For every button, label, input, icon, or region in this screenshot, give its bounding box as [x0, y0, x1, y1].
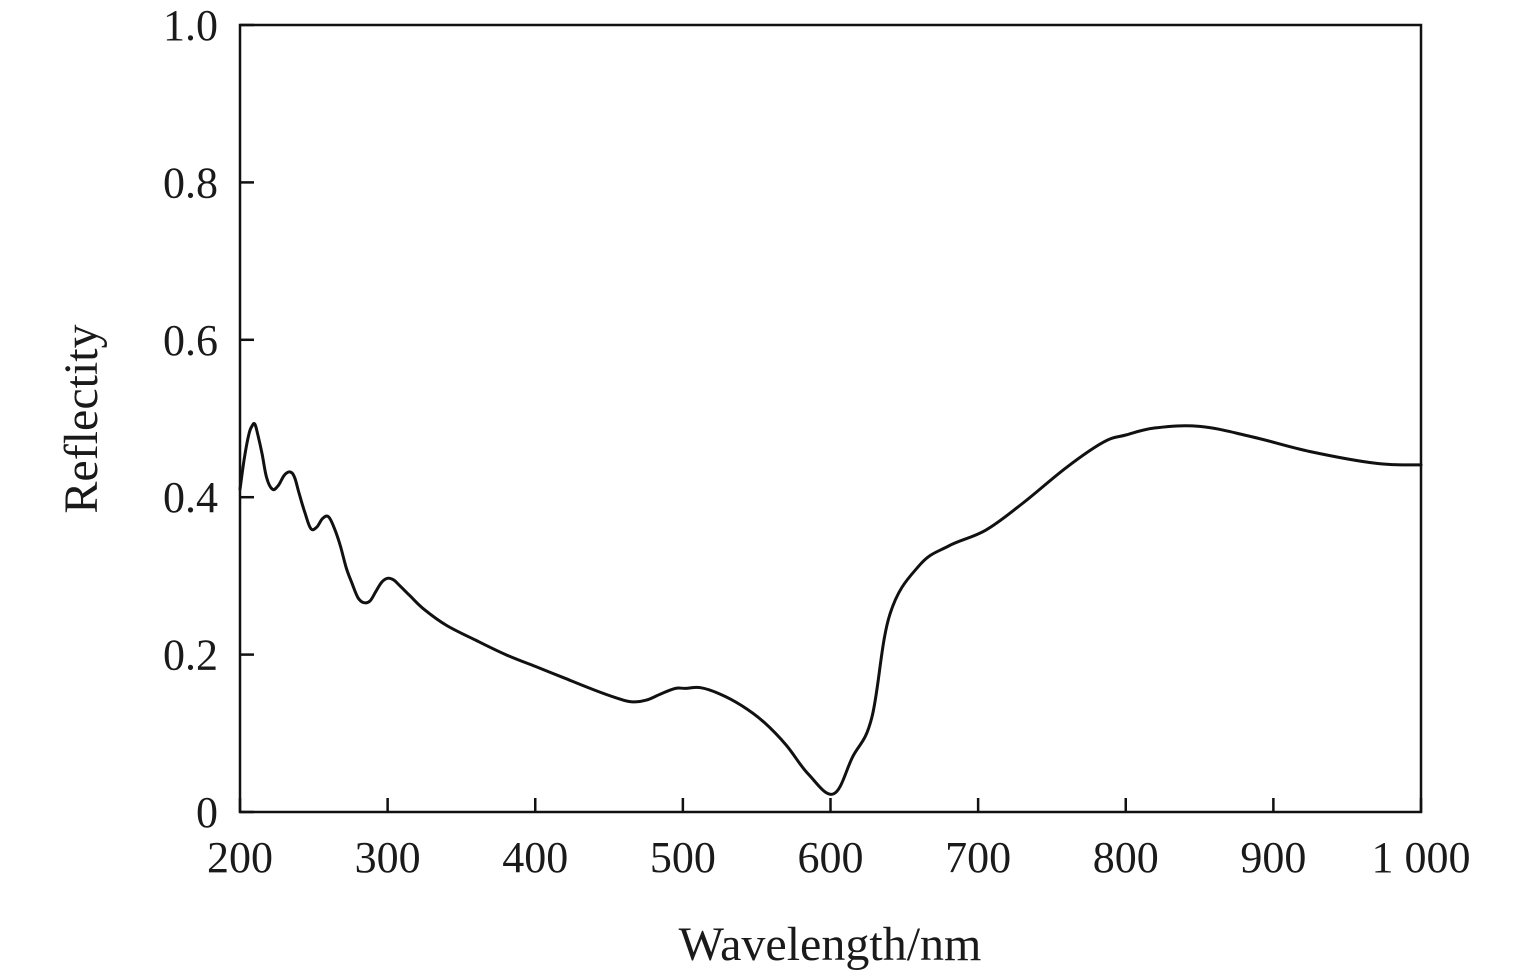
x-tick-label: 700 [945, 833, 1011, 882]
y-tick-label: 0.2 [163, 631, 218, 680]
x-tick-label: 800 [1093, 833, 1159, 882]
x-tick-label: 600 [798, 833, 864, 882]
y-tick-label: 0.4 [163, 473, 218, 522]
y-tick-label: 0 [196, 788, 218, 837]
y-axis-ticks: 0 0.2 0.4 0.6 0.8 1.0 [163, 1, 254, 837]
plot-frame [238, 23, 1423, 814]
x-tick-label: 500 [650, 833, 716, 882]
x-tick-label: 400 [502, 833, 568, 882]
x-tick-label: 1 000 [1372, 833, 1471, 882]
y-tick-label: 0.8 [163, 158, 218, 207]
x-tick-label: 200 [207, 833, 273, 882]
y-axis-label: Reflectity [55, 324, 108, 513]
reflectivity-line [238, 422, 1423, 796]
x-tick-label: 900 [1240, 833, 1306, 882]
y-tick-label: 1.0 [163, 1, 218, 50]
x-tick-label: 300 [355, 833, 421, 882]
y-tick-label: 0.6 [163, 316, 218, 365]
x-axis-ticks: 200 300 400 500 600 700 800 900 1 000 [207, 798, 1471, 882]
x-axis-label: Wavelength/nm [679, 918, 982, 971]
